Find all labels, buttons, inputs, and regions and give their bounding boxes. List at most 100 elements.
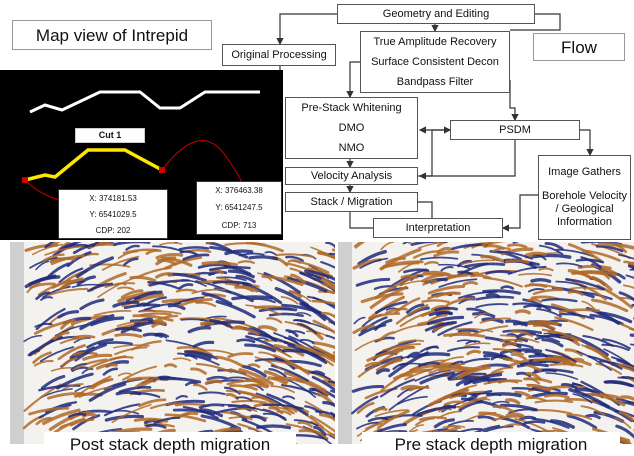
seismic-event — [518, 272, 553, 277]
seismic-event — [71, 366, 89, 373]
seismic-event — [237, 390, 275, 405]
seismic-event — [438, 263, 471, 270]
seismic-event — [125, 244, 140, 251]
seismic-event — [42, 253, 65, 262]
seismic-event — [35, 416, 52, 426]
seismic-event — [135, 266, 172, 279]
seismic-event — [132, 314, 174, 322]
seismic-event — [558, 308, 601, 314]
seismic-event — [530, 253, 572, 259]
seismic-event — [39, 346, 75, 362]
seismic-event — [449, 390, 485, 399]
seismic-event — [227, 269, 255, 279]
seismic-event — [81, 368, 94, 375]
seismic-event — [97, 341, 133, 346]
seismic-event — [458, 400, 484, 412]
seismic-event — [378, 331, 395, 342]
seismic-event — [201, 291, 233, 306]
seismic-event — [250, 297, 276, 304]
seismic-event — [187, 326, 212, 334]
seismic-event — [58, 267, 84, 284]
seismic-event — [275, 406, 295, 415]
seismic-event — [254, 356, 283, 371]
depth-scale — [10, 242, 24, 444]
seismic-event — [419, 345, 439, 353]
seismic-event — [567, 268, 592, 279]
seismic-event — [601, 343, 630, 352]
seismic-event — [530, 277, 552, 283]
seismic-event — [445, 425, 462, 430]
seismic-event — [469, 273, 492, 280]
panel-caption: Pre stack depth migration — [362, 432, 620, 456]
seismic-event — [120, 289, 144, 299]
seismic-event — [427, 284, 466, 295]
seismic-event — [267, 359, 303, 369]
seismic-event — [117, 286, 135, 291]
seismic-event — [190, 367, 207, 375]
seismic-event — [287, 379, 317, 398]
seismic-event — [466, 349, 482, 356]
seismic-event — [57, 344, 86, 361]
seismic-event — [402, 242, 411, 245]
flow-node: Pre-Stack Whitening DMO NMO — [285, 97, 418, 159]
seismic-event — [159, 377, 202, 384]
flow-node: Interpretation — [373, 218, 503, 238]
seismic-event — [102, 367, 118, 376]
seismic-event — [629, 343, 634, 346]
seismic-event — [40, 296, 53, 301]
seismic-event — [446, 297, 475, 307]
seismic-event — [510, 352, 527, 361]
seismic-event — [325, 334, 335, 340]
seismic-event — [76, 275, 96, 287]
point-marker — [159, 167, 165, 173]
seismic-event — [424, 321, 457, 332]
seismic-event — [116, 320, 149, 327]
seismic-event — [270, 364, 309, 382]
seismic-event — [555, 280, 587, 288]
seismic-event — [75, 375, 112, 398]
flow-title: Flow — [533, 33, 625, 61]
seismic-event — [280, 295, 299, 305]
seismic-event — [486, 392, 522, 398]
seismic-event — [75, 256, 115, 279]
seismic-event — [199, 408, 223, 418]
seismic-event — [626, 376, 634, 383]
seismic-event — [275, 253, 314, 258]
caption-text: Pre stack depth migration — [394, 434, 588, 454]
seismic-event — [433, 418, 455, 429]
seismic-event — [261, 274, 304, 287]
seismic-event — [351, 395, 379, 415]
seismic-event — [177, 352, 198, 360]
seismic-event — [209, 245, 249, 259]
seismic-event — [507, 265, 547, 275]
seismic-event — [179, 298, 213, 307]
seismic-event — [514, 390, 533, 400]
seismic-event — [463, 342, 491, 348]
survey-line — [29, 90, 260, 114]
seismic-event — [492, 247, 511, 253]
seismic-event — [299, 301, 327, 322]
seismic-event — [139, 312, 172, 317]
seismic-event — [172, 357, 192, 362]
seismic-event — [215, 355, 244, 368]
seismic-event — [237, 260, 255, 264]
seismic-event — [525, 396, 547, 402]
caption-text: Post stack depth migration — [69, 434, 271, 454]
title-text: Flow — [561, 37, 597, 57]
node-label: PSDM — [499, 123, 531, 136]
seismic-event — [195, 362, 233, 374]
seismic-event — [284, 320, 322, 335]
seismic-event — [455, 328, 494, 333]
seismic-event — [614, 417, 632, 429]
seismic-event — [115, 326, 142, 333]
seismic-event — [620, 376, 634, 380]
seismic-event — [238, 368, 274, 386]
seismic-event — [41, 408, 81, 426]
seismic-event — [543, 332, 561, 339]
seismic-event — [123, 257, 139, 266]
seismic-event — [532, 323, 556, 330]
seismic-event — [532, 288, 564, 296]
seismic-event — [212, 280, 250, 286]
seismic-event — [41, 374, 66, 390]
seismic-event — [32, 351, 52, 364]
